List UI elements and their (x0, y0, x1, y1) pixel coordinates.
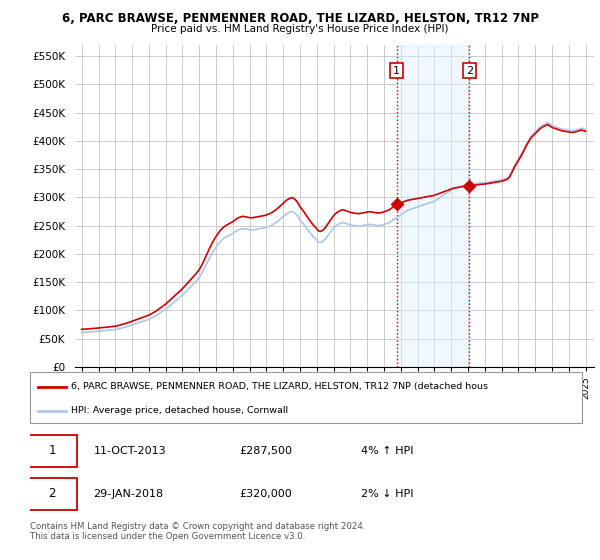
Text: £320,000: £320,000 (240, 489, 293, 499)
Text: 6, PARC BRAWSE, PENMENNER ROAD, THE LIZARD, HELSTON, TR12 7NP (detached hous: 6, PARC BRAWSE, PENMENNER ROAD, THE LIZA… (71, 382, 488, 391)
FancyBboxPatch shape (27, 478, 77, 510)
Text: 2: 2 (49, 487, 56, 500)
Text: 2% ↓ HPI: 2% ↓ HPI (361, 489, 414, 499)
FancyBboxPatch shape (30, 372, 582, 423)
Text: HPI: Average price, detached house, Cornwall: HPI: Average price, detached house, Corn… (71, 406, 289, 415)
Text: 29-JAN-2018: 29-JAN-2018 (94, 489, 164, 499)
Text: 1: 1 (49, 444, 56, 458)
Text: Price paid vs. HM Land Registry's House Price Index (HPI): Price paid vs. HM Land Registry's House … (151, 24, 449, 34)
Text: 4% ↑ HPI: 4% ↑ HPI (361, 446, 414, 456)
Text: 11-OCT-2013: 11-OCT-2013 (94, 446, 166, 456)
Text: Contains HM Land Registry data © Crown copyright and database right 2024.: Contains HM Land Registry data © Crown c… (30, 522, 365, 531)
Text: This data is licensed under the Open Government Licence v3.0.: This data is licensed under the Open Gov… (30, 532, 305, 541)
Text: 2: 2 (466, 66, 473, 76)
Text: 6, PARC BRAWSE, PENMENNER ROAD, THE LIZARD, HELSTON, TR12 7NP: 6, PARC BRAWSE, PENMENNER ROAD, THE LIZA… (62, 12, 539, 25)
FancyBboxPatch shape (27, 435, 77, 467)
Text: 1: 1 (393, 66, 400, 76)
Text: £287,500: £287,500 (240, 446, 293, 456)
